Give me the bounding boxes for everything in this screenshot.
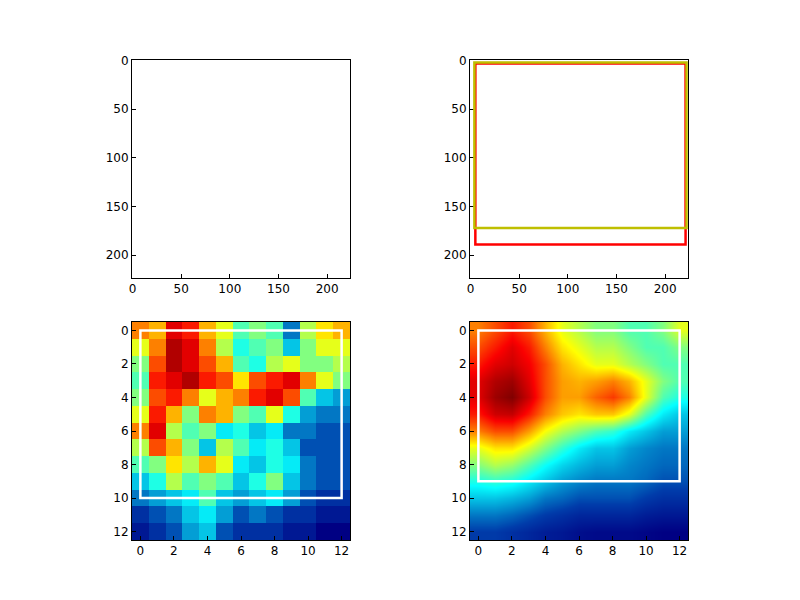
- svg-text:4: 4: [542, 544, 550, 558]
- svg-text:2: 2: [170, 544, 178, 558]
- svg-text:150: 150: [106, 200, 129, 214]
- svg-text:4: 4: [459, 391, 467, 405]
- svg-text:0: 0: [121, 324, 129, 338]
- svg-text:200: 200: [654, 282, 677, 296]
- svg-text:0: 0: [475, 544, 483, 558]
- svg-text:0: 0: [121, 54, 129, 68]
- svg-text:12: 12: [334, 544, 349, 558]
- svg-text:50: 50: [174, 282, 189, 296]
- svg-text:0: 0: [459, 54, 467, 68]
- svg-text:8: 8: [121, 458, 129, 472]
- svg-text:50: 50: [451, 102, 466, 116]
- svg-text:8: 8: [459, 458, 467, 472]
- svg-text:12: 12: [672, 544, 687, 558]
- svg-text:2: 2: [508, 544, 516, 558]
- svg-text:2: 2: [459, 357, 467, 371]
- svg-text:50: 50: [113, 102, 128, 116]
- svg-text:150: 150: [605, 282, 628, 296]
- svg-text:100: 100: [218, 282, 241, 296]
- svg-text:0: 0: [129, 282, 137, 296]
- svg-text:10: 10: [451, 491, 466, 505]
- svg-text:10: 10: [300, 544, 315, 558]
- svg-text:6: 6: [459, 424, 467, 438]
- svg-text:100: 100: [556, 282, 579, 296]
- svg-text:2: 2: [121, 357, 129, 371]
- svg-text:150: 150: [444, 200, 467, 214]
- svg-text:8: 8: [609, 544, 617, 558]
- svg-text:50: 50: [512, 282, 527, 296]
- svg-text:0: 0: [459, 324, 467, 338]
- svg-text:0: 0: [467, 282, 475, 296]
- svg-text:200: 200: [444, 248, 467, 262]
- svg-text:4: 4: [204, 544, 212, 558]
- svg-text:200: 200: [316, 282, 339, 296]
- svg-text:200: 200: [106, 248, 129, 262]
- svg-text:150: 150: [267, 282, 290, 296]
- svg-text:0: 0: [137, 544, 145, 558]
- svg-text:10: 10: [638, 544, 653, 558]
- svg-text:12: 12: [451, 525, 466, 539]
- svg-text:6: 6: [121, 424, 129, 438]
- svg-text:100: 100: [444, 151, 467, 165]
- svg-text:8: 8: [271, 544, 279, 558]
- svg-text:100: 100: [106, 151, 129, 165]
- svg-text:12: 12: [113, 525, 128, 539]
- svg-text:10: 10: [113, 491, 128, 505]
- svg-text:6: 6: [237, 544, 245, 558]
- svg-text:6: 6: [575, 544, 583, 558]
- svg-text:4: 4: [121, 391, 129, 405]
